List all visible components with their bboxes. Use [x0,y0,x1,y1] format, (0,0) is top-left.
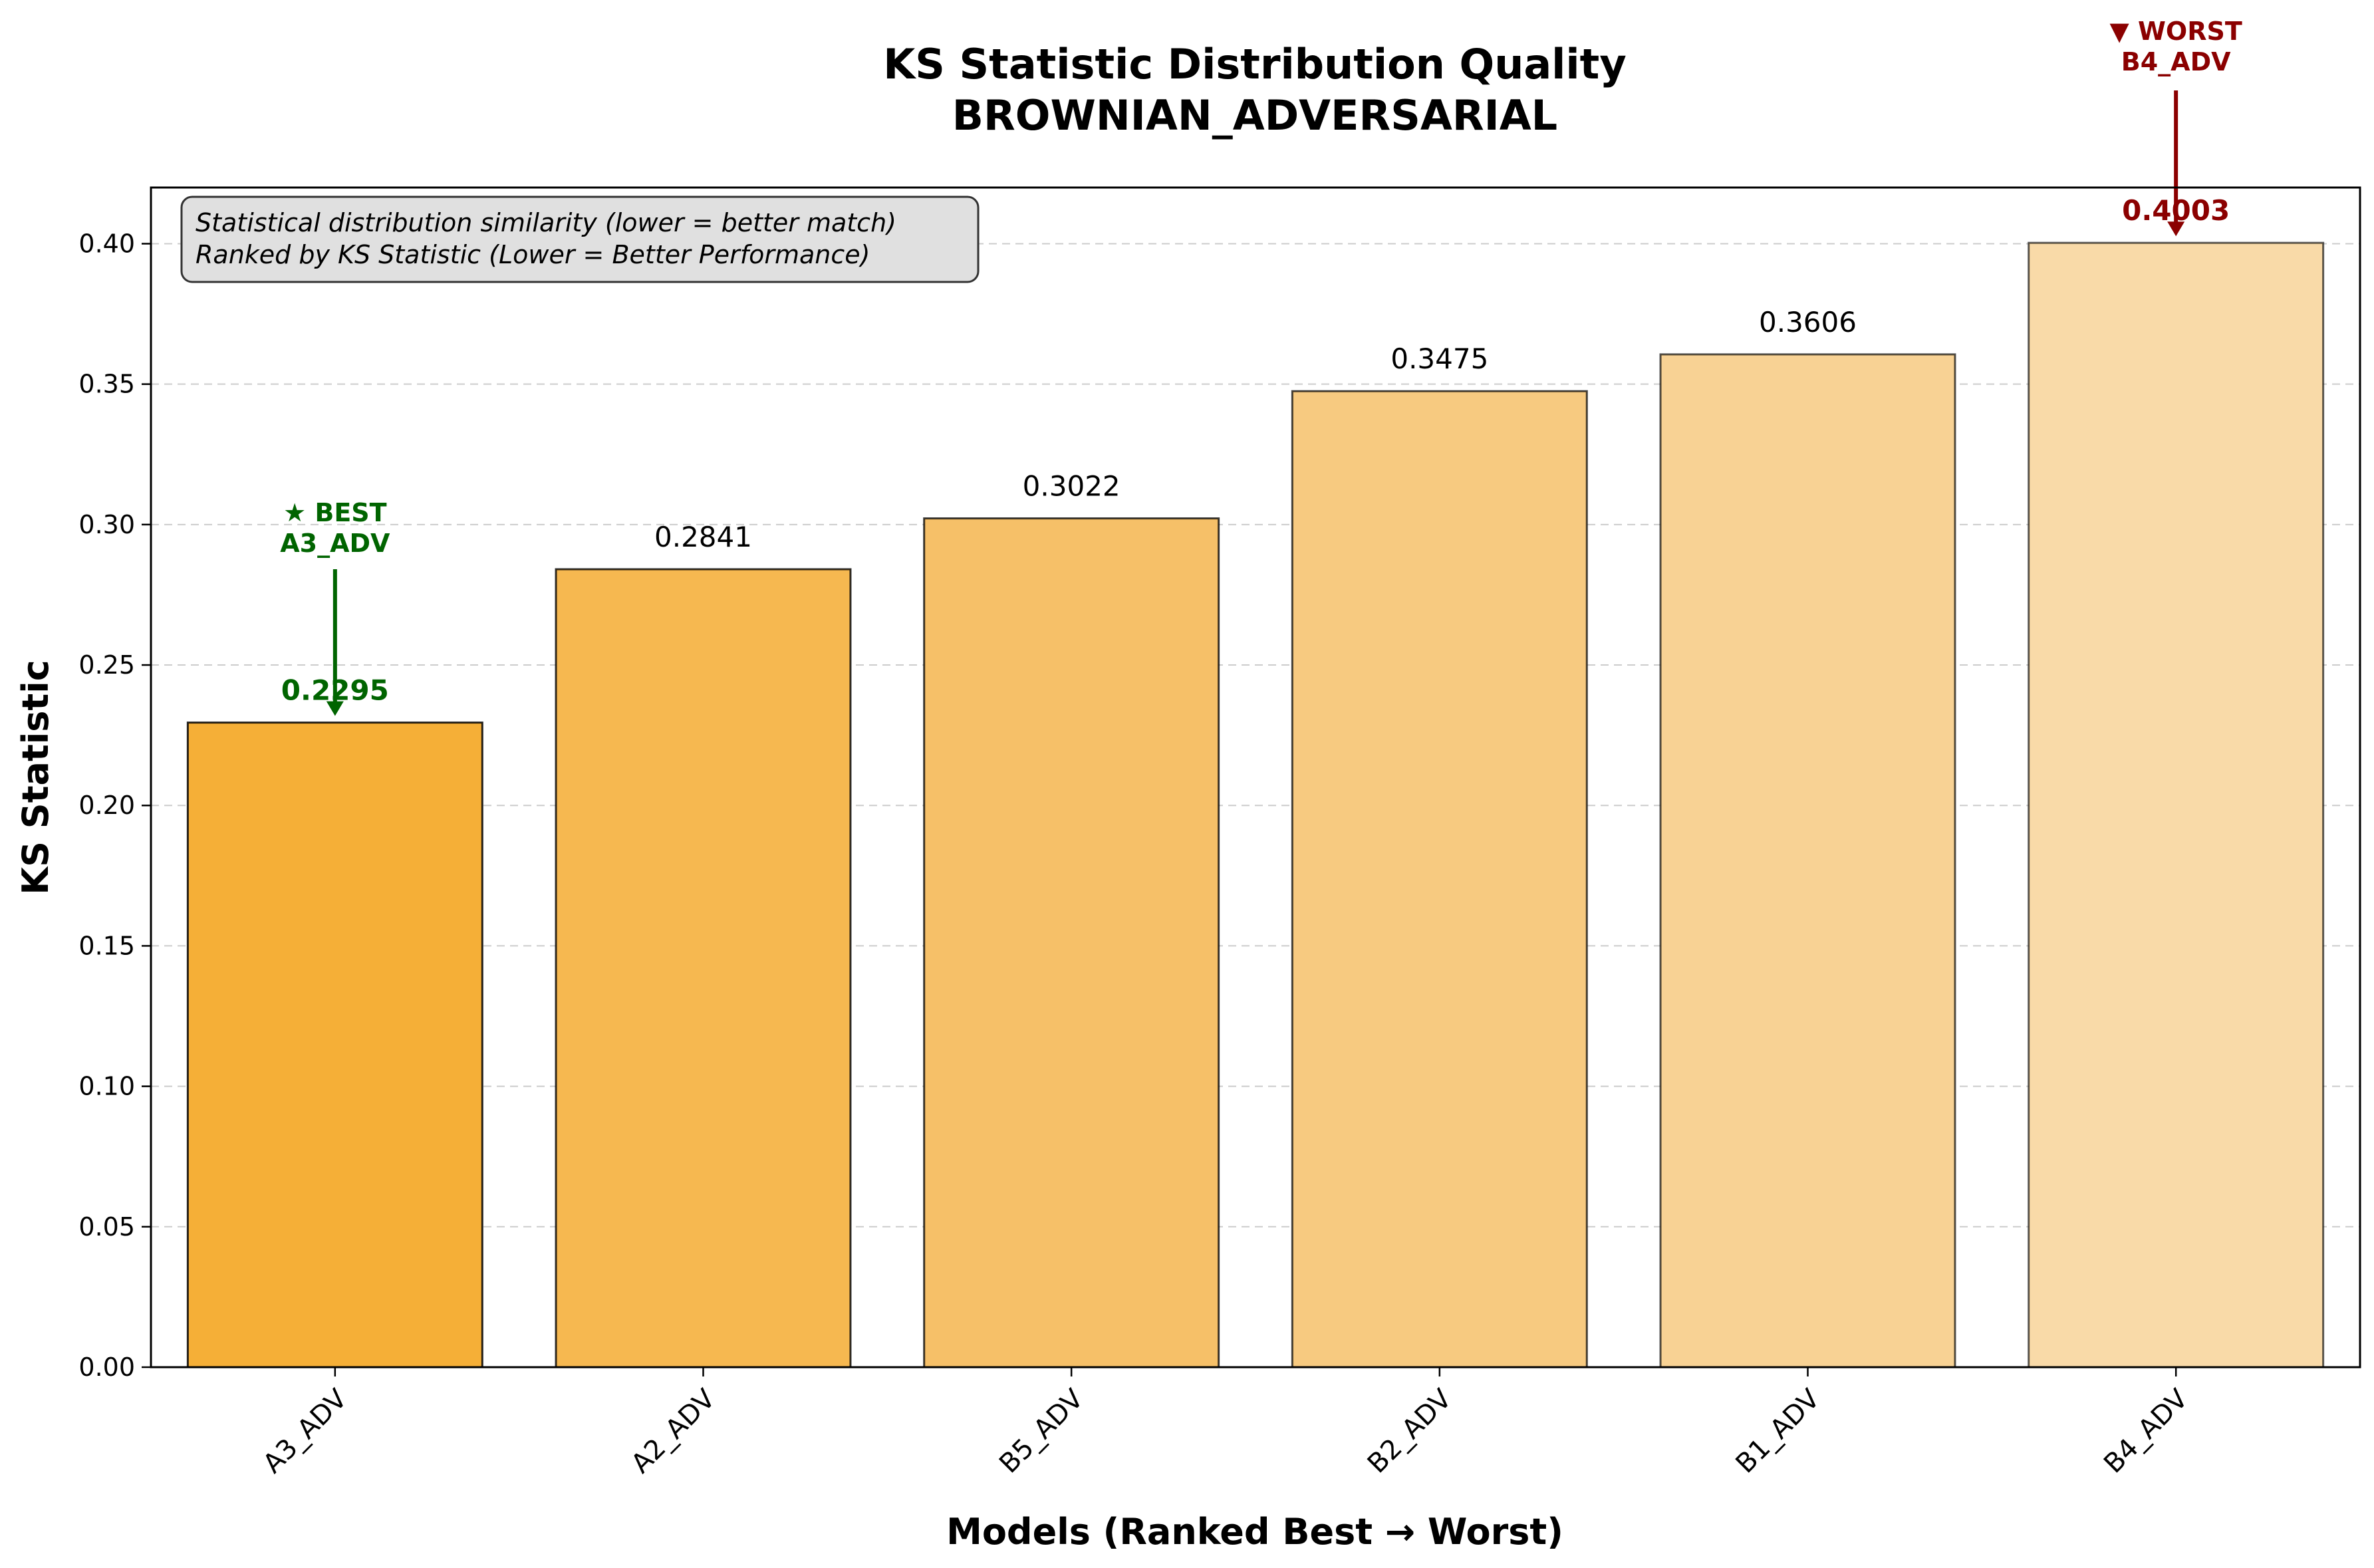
x-axis-label: Models (Ranked Best → Worst) [946,1511,1563,1553]
annotation-line1: ▼ WORST [2110,17,2242,46]
info-box-line1: Statistical distribution similarity (low… [196,208,896,237]
value-label: 0.3606 [1759,306,1857,338]
y-tick-label: 0.20 [78,791,135,820]
annotation-arrowhead [2167,221,2185,237]
value-label: 0.3475 [1390,342,1488,375]
info-box: Statistical distribution similarity (low… [180,196,980,283]
y-tick-label: 0.30 [78,510,135,539]
y-tick-label: 0.35 [78,370,135,399]
bar-B4_ADV [2028,241,2325,1369]
y-tick-label: 0.10 [78,1072,135,1101]
bars [186,241,2325,1369]
annotation-line1: ★ BEST [283,498,387,527]
grid-lines [151,243,2360,1228]
bar-B5_ADV [923,517,1220,1369]
annotation-line2: A3_ADV [280,529,390,558]
x-tick-label: B2_ADV [1362,1383,1458,1479]
info-box-line2: Ranked by KS Statistic (Lower = Better P… [196,240,870,269]
annotation-line2: B4_ADV [2121,47,2231,76]
annotation-arrowhead [326,701,344,716]
x-tick-label: A3_ADV [257,1383,353,1479]
x-tick-label: A2_ADV [626,1383,722,1479]
x-tick-label: B4_ADV [2098,1383,2194,1479]
x-tick-label: B1_ADV [1730,1383,1826,1479]
y-tick-label: 0.00 [78,1353,135,1382]
chart-subtitle: BROWNIAN_ADVERSARIAL [952,91,1557,140]
bar-A2_ADV [555,568,852,1369]
x-axis-ticks: A3_ADV A2_ADV B5_ADV B2_ADV B1_ADV B4_ADV [257,1367,2194,1480]
y-tick-label: 0.15 [78,931,135,960]
plot-frame [150,186,2361,1369]
bar-B1_ADV [1659,353,1956,1369]
bar-B2_ADV [1291,390,1588,1369]
value-label: 0.2841 [654,521,752,553]
y-axis-ticks: 0.00 0.05 0.10 0.15 0.20 0.25 0.30 0.35 0.40 [78,229,151,1382]
y-tick-label: 0.05 [78,1212,135,1241]
y-axis-label: KS Statistic [15,660,57,894]
y-tick-label: 0.25 [78,650,135,680]
value-label: 0.3022 [1023,470,1121,503]
chart-title: KS Statistic Distribution Quality [883,40,1626,88]
bar-A3_ADV [186,721,483,1369]
x-tick-label: B5_ADV [993,1383,1089,1479]
y-tick-label: 0.40 [78,229,135,258]
